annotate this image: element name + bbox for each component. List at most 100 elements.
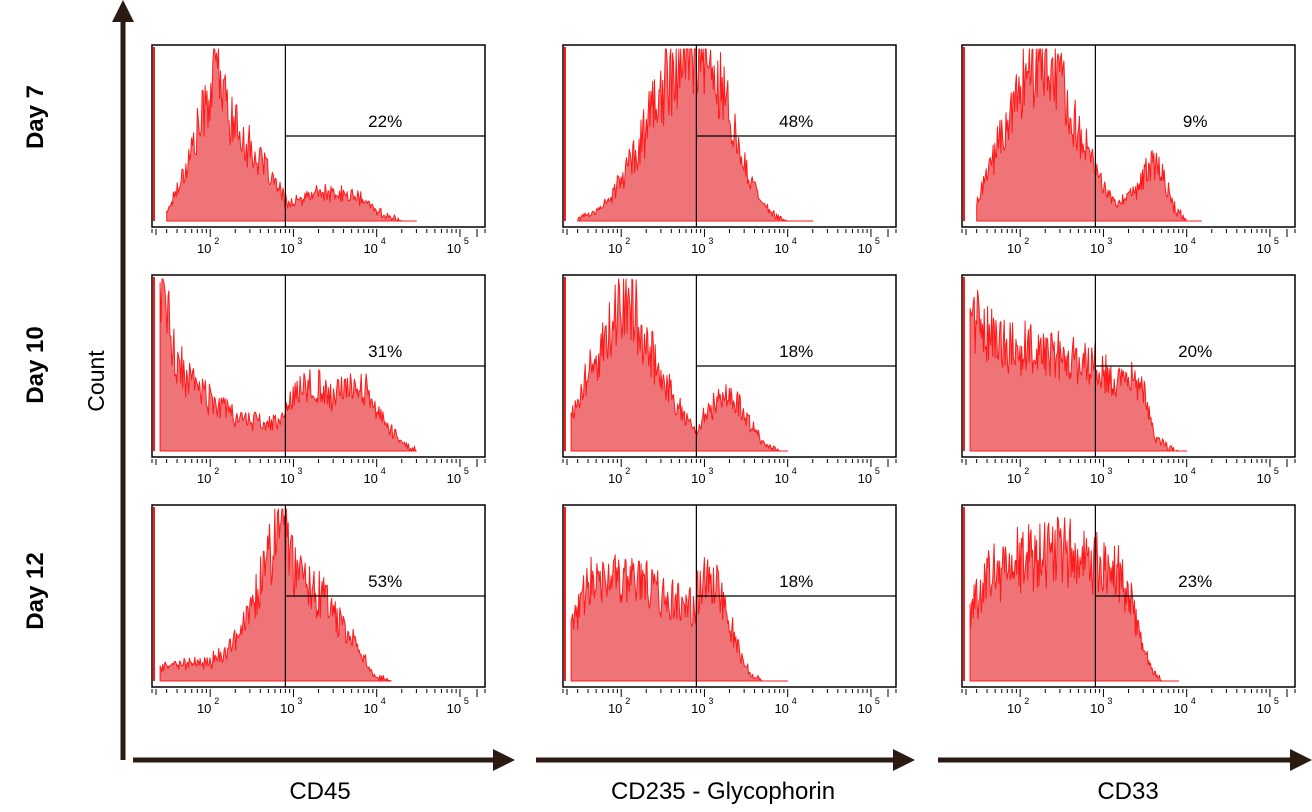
tick-label: 10 bbox=[608, 241, 622, 256]
tick-label-exponent: 4 bbox=[381, 466, 386, 476]
tick-label-exponent: 4 bbox=[1191, 236, 1196, 246]
tick-label-exponent: 5 bbox=[464, 236, 469, 246]
tick-label-exponent: 5 bbox=[464, 466, 469, 476]
tick-label-exponent: 3 bbox=[297, 696, 302, 706]
tick-label: 10 bbox=[1090, 471, 1104, 486]
tick-label: 10 bbox=[447, 241, 461, 256]
histogram-area bbox=[159, 508, 392, 682]
tick-label: 10 bbox=[1173, 471, 1187, 486]
row-label-day7: Day 7 bbox=[22, 85, 49, 149]
gate-percent-label: 18% bbox=[779, 572, 813, 591]
tick-label-exponent: 5 bbox=[464, 696, 469, 706]
cd45-axis-arrowhead bbox=[493, 749, 515, 771]
tick-label: 10 bbox=[363, 701, 377, 716]
tick-label-exponent: 3 bbox=[1107, 696, 1112, 706]
panel-day-12-cd33: 23%10 2 10 3 10 4 10 5 bbox=[961, 504, 1296, 716]
row-label-day12: Day 12 bbox=[22, 552, 49, 629]
tick-label: 10 bbox=[774, 241, 788, 256]
tick-label-exponent: 2 bbox=[625, 236, 630, 246]
tick-label-exponent: 2 bbox=[214, 466, 219, 476]
tick-label-exponent: 4 bbox=[792, 466, 797, 476]
panel-day-12-cd45: 53%10 2 10 3 10 4 10 5 bbox=[151, 504, 486, 716]
panel-day-7-cd235-glycophorin: 48%10 2 10 3 10 4 10 5 bbox=[562, 44, 897, 256]
tick-label: 10 bbox=[858, 701, 872, 716]
tick-label-exponent: 4 bbox=[792, 696, 797, 706]
tick-label: 10 bbox=[774, 471, 788, 486]
tick-label-exponent: 3 bbox=[297, 236, 302, 246]
row-label-day10: Day 10 bbox=[22, 326, 49, 403]
tick-label-exponent: 5 bbox=[875, 236, 880, 246]
gate-percent-label: 20% bbox=[1178, 342, 1212, 361]
tick-label: 10 bbox=[1173, 701, 1187, 716]
tick-label: 10 bbox=[691, 241, 705, 256]
tick-label: 10 bbox=[1007, 241, 1021, 256]
tick-label: 10 bbox=[1257, 471, 1271, 486]
tick-label: 10 bbox=[608, 471, 622, 486]
histogram-area bbox=[969, 289, 1188, 452]
tick-label-exponent: 4 bbox=[381, 696, 386, 706]
tick-label: 10 bbox=[1090, 701, 1104, 716]
y-axis-label: Count bbox=[83, 350, 109, 412]
x-axis-ticks bbox=[961, 229, 1296, 237]
figure-axes bbox=[112, 0, 1312, 771]
x-axis-ticks bbox=[562, 459, 897, 467]
cd33-axis-arrowhead bbox=[1290, 749, 1312, 771]
tick-label-exponent: 2 bbox=[1024, 466, 1029, 476]
tick-label: 10 bbox=[858, 471, 872, 486]
x-axis-ticks bbox=[562, 229, 897, 237]
tick-label-exponent: 4 bbox=[1191, 466, 1196, 476]
tick-label-exponent: 3 bbox=[708, 466, 713, 476]
gate-percent-label: 53% bbox=[368, 572, 402, 591]
tick-label: 10 bbox=[774, 701, 788, 716]
tick-label-exponent: 3 bbox=[708, 236, 713, 246]
histogram-panels: 22%10 2 10 3 10 4 10 548%10 2 10 3 10 4 10 59%10 2 10 3 10… bbox=[151, 44, 1296, 716]
tick-label: 10 bbox=[691, 471, 705, 486]
count-axis-arrowhead bbox=[112, 0, 134, 22]
tick-label-exponent: 2 bbox=[625, 696, 630, 706]
panel-day-7-cd33: 9%10 2 10 3 10 4 10 5 bbox=[961, 44, 1296, 256]
gate-percent-label: 22% bbox=[368, 112, 402, 131]
gate-percent-label: 18% bbox=[779, 342, 813, 361]
tick-label-exponent: 3 bbox=[1107, 236, 1112, 246]
tick-label-exponent: 4 bbox=[381, 236, 386, 246]
gate-percent-label: 31% bbox=[368, 342, 402, 361]
tick-label-exponent: 4 bbox=[1191, 696, 1196, 706]
histogram-area bbox=[166, 48, 417, 222]
x-axis-ticks bbox=[961, 689, 1296, 697]
tick-label: 10 bbox=[280, 241, 294, 256]
tick-label-exponent: 3 bbox=[708, 696, 713, 706]
column-label-cd235: CD235 - Glycophorin bbox=[611, 778, 835, 805]
cd235-axis-arrowhead bbox=[893, 749, 915, 771]
tick-label: 10 bbox=[691, 701, 705, 716]
panel-day-10-cd45: 31%10 2 10 3 10 4 10 5 bbox=[151, 274, 486, 486]
x-axis-ticks bbox=[562, 689, 897, 697]
gate-percent-label: 23% bbox=[1178, 572, 1212, 591]
tick-label: 10 bbox=[197, 241, 211, 256]
tick-label: 10 bbox=[363, 471, 377, 486]
x-axis-ticks bbox=[151, 459, 486, 467]
histogram-area bbox=[577, 48, 814, 222]
tick-label: 10 bbox=[858, 241, 872, 256]
tick-label-exponent: 3 bbox=[1107, 466, 1112, 476]
tick-label-exponent: 2 bbox=[214, 236, 219, 246]
histogram-area bbox=[570, 278, 789, 452]
panel-day-10-cd33: 20%10 2 10 3 10 4 10 5 bbox=[961, 274, 1296, 486]
tick-label-exponent: 2 bbox=[214, 696, 219, 706]
tick-label: 10 bbox=[197, 701, 211, 716]
tick-label: 10 bbox=[1257, 701, 1271, 716]
tick-label: 10 bbox=[447, 701, 461, 716]
tick-label: 10 bbox=[1173, 241, 1187, 256]
gate-percent-label: 48% bbox=[779, 112, 813, 131]
tick-label-exponent: 5 bbox=[1274, 236, 1279, 246]
tick-label-exponent: 2 bbox=[625, 466, 630, 476]
x-axis-ticks bbox=[151, 229, 486, 237]
tick-label: 10 bbox=[363, 241, 377, 256]
tick-label-exponent: 5 bbox=[875, 696, 880, 706]
tick-label: 10 bbox=[608, 701, 622, 716]
panel-day-12-cd235-glycophorin: 18%10 2 10 3 10 4 10 5 bbox=[562, 504, 897, 716]
tick-label-exponent: 4 bbox=[792, 236, 797, 246]
tick-label-exponent: 5 bbox=[1274, 466, 1279, 476]
tick-label: 10 bbox=[280, 701, 294, 716]
column-label-cd33: CD33 bbox=[1097, 778, 1158, 805]
